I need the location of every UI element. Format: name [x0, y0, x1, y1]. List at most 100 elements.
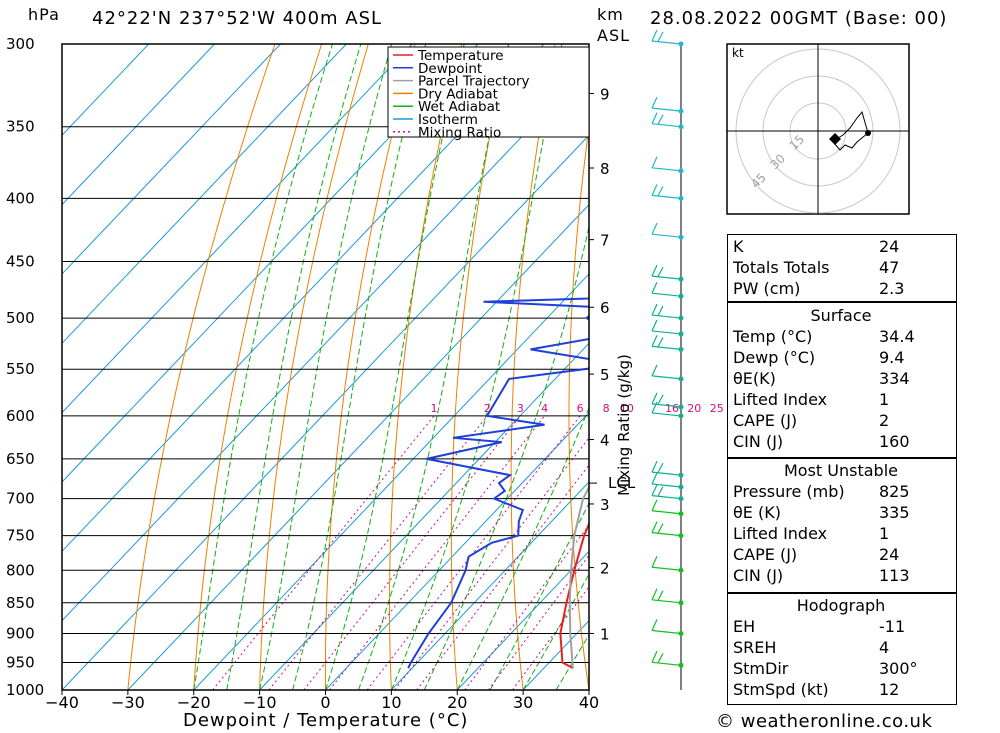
x-tick-label: 10	[381, 693, 401, 712]
isotherm-line	[62, 44, 413, 414]
wind-barb-staff	[651, 471, 682, 476]
wind-barb	[651, 651, 684, 668]
wind-level-dot	[678, 331, 684, 337]
wind-barb	[651, 303, 684, 321]
legend-label: Dewpoint	[418, 61, 482, 77]
index-row: StmSpd (kt) 12	[729, 679, 953, 700]
index-row: Lifted Index 1	[729, 389, 953, 410]
pressure-tick-label: 350	[6, 118, 35, 136]
copyright-link[interactable]: © weatheronline.co.uk	[716, 711, 933, 732]
mixing-ratio-line	[512, 585, 589, 690]
series-parcel-trajectory-line	[568, 485, 589, 669]
indices-surface-table: Surface Temp (°C) 34.4 Dewp (°C) 9.4 θE(K)…	[729, 305, 953, 452]
index-row: Totals Totals 47	[729, 257, 953, 278]
index-label: CAPE (J)	[733, 545, 798, 564]
dry-adiabat-line	[389, 44, 463, 690]
legend-label: Dry Adiabat	[418, 86, 498, 102]
isotherm-line	[456, 550, 589, 690]
wet-adiabat-line	[292, 44, 427, 690]
hodograph-unit-label: kt	[732, 46, 744, 60]
legend-label: Wet Adiabat	[418, 99, 500, 115]
wind-barb-staff	[651, 375, 682, 380]
km-tick-label: 7	[600, 232, 610, 250]
mixing-ratio-tick-label: 2	[484, 402, 491, 415]
dry-adiabat-line	[679, 44, 720, 690]
location-title: 42°22'N 237°52'W 400m ASL	[92, 8, 383, 29]
wind-barb	[651, 556, 684, 573]
wind-barb-flag	[651, 222, 658, 235]
wind-barb	[651, 156, 684, 174]
index-label: EH	[733, 617, 756, 636]
x-tick-label: 20	[447, 693, 467, 712]
mixing-ratio-tick-label: 4	[541, 402, 548, 415]
wind-barb	[651, 364, 684, 382]
index-row: CIN (J) 113	[729, 565, 953, 586]
mixing-ratio-tick-label: 8	[603, 402, 610, 415]
index-row: Pressure (mb) 825	[729, 481, 953, 502]
index-label: Pressure (mb)	[733, 482, 845, 501]
pressure-tick-label: 400	[6, 189, 35, 207]
mixing-ratio-line	[394, 437, 589, 690]
pressure-tick-label: 700	[6, 490, 35, 508]
wind-level-dot	[678, 108, 684, 114]
index-row: EH -11	[729, 616, 953, 637]
wind-barb-staff	[651, 403, 682, 408]
wind-barb-flag	[651, 335, 658, 347]
index-value: 335	[879, 503, 910, 522]
wet-adiabat-line	[489, 502, 589, 690]
wind-barb-staff	[651, 566, 682, 571]
dry-adiabat-line	[450, 44, 509, 690]
wind-level-dot	[678, 472, 684, 478]
wind-barb-staff	[651, 123, 682, 128]
index-value: 12	[879, 680, 900, 699]
index-row: Temp (°C) 34.4	[729, 326, 953, 347]
wind-barb-flag	[651, 303, 658, 316]
index-value: 47	[879, 258, 900, 277]
wind-barb	[651, 29, 684, 47]
wind-barb-flag	[651, 264, 658, 277]
index-label: Temp (°C)	[733, 327, 813, 346]
wind-barb-staff	[651, 510, 682, 515]
x-tick-label: 40	[579, 693, 599, 712]
index-value: 24	[879, 545, 900, 564]
pressure-tick-label: 550	[6, 360, 35, 378]
km-tick-label: 1	[600, 625, 610, 643]
wind-level-dot	[678, 168, 684, 174]
wind-barb	[651, 521, 684, 539]
wind-level-dot	[678, 346, 684, 352]
wind-level-dot	[678, 195, 684, 201]
index-row: CAPE (J) 2	[729, 410, 953, 431]
index-value: 24	[879, 237, 900, 256]
wind-barb-staff	[651, 330, 682, 335]
x-axis-title: Dewpoint / Temperature (°C)	[183, 710, 469, 731]
dry-adiabat-line	[568, 123, 589, 690]
index-row: K 24	[729, 236, 953, 257]
wind-level-dot	[678, 600, 684, 606]
wind-barb-staff	[651, 167, 682, 172]
wind-barb-flag	[651, 651, 658, 663]
index-value: -11	[879, 617, 906, 636]
index-value: 9.4	[879, 348, 905, 367]
x-tick-label: −30	[111, 693, 145, 712]
mixing-ratio-tick-label: 3	[517, 402, 524, 415]
index-label: CAPE (J)	[733, 411, 798, 430]
wind-barb-flag	[651, 619, 658, 631]
wind-barb-staff	[651, 629, 682, 635]
pressure-tick-label: 600	[6, 407, 35, 425]
legend-label: Mixing Ratio	[418, 125, 501, 141]
km-tick-label: 5	[600, 366, 610, 384]
wet-adiabat-line	[456, 406, 589, 690]
x-tick-label: −20	[177, 693, 211, 712]
pressure-tick-label: 900	[6, 624, 35, 642]
wind-barb	[651, 499, 684, 517]
legend-label: Temperature	[417, 48, 504, 64]
index-value: 1	[879, 524, 890, 543]
km-tick-label: 3	[600, 496, 610, 514]
mixing-ratio-line	[464, 524, 589, 690]
wind-barb-flag	[657, 590, 664, 601]
wind-barb-flag	[651, 472, 658, 485]
x-tick-label: −10	[243, 693, 277, 712]
index-label: CIN (J)	[733, 432, 784, 451]
wind-barb-staff	[651, 495, 682, 500]
wind-barb-staff	[651, 599, 682, 604]
